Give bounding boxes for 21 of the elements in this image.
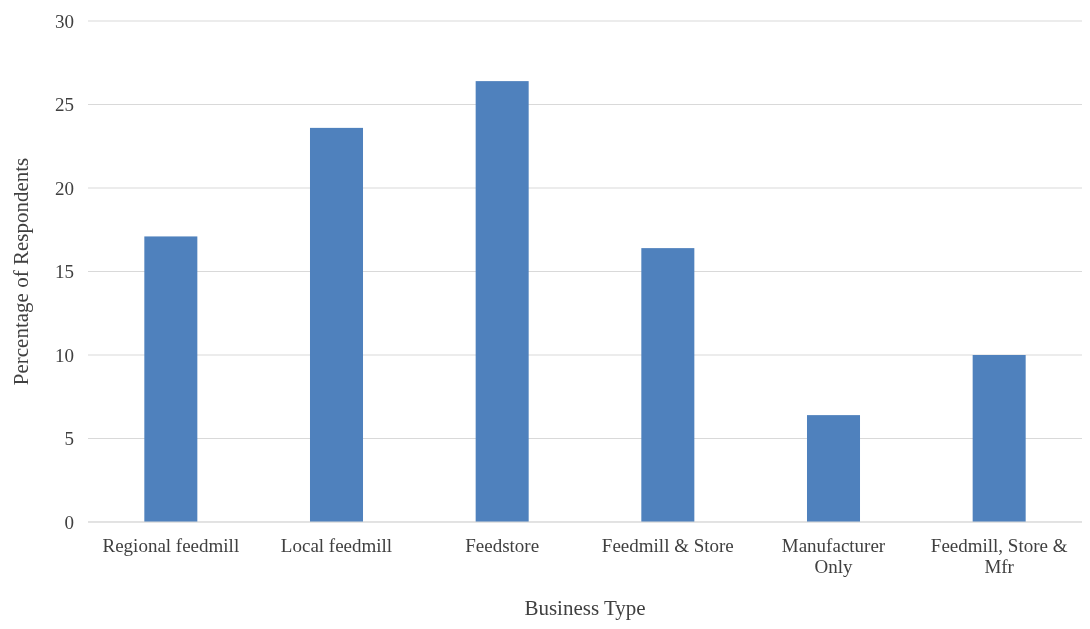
x-tick-label: Feedmill, Store & Mfr xyxy=(930,535,1068,577)
bar xyxy=(144,236,198,522)
x-tick-label: Regional feedmill xyxy=(102,535,240,556)
y-tick-label: 20 xyxy=(55,177,74,199)
y-axis-title: Percentage of Respondents xyxy=(9,157,33,386)
bar xyxy=(972,355,1026,522)
x-tick-label: Feedmill & Store xyxy=(601,535,734,556)
y-tick-label: 15 xyxy=(55,261,74,283)
x-tick-label: Feedstore xyxy=(465,535,540,556)
x-tick-label: Local feedmill xyxy=(280,535,393,556)
y-tick-label: 10 xyxy=(55,344,74,366)
y-tick-label: 30 xyxy=(55,10,74,32)
x-tick-label: Manufacturer Only xyxy=(781,535,886,577)
bar xyxy=(641,248,695,522)
bar xyxy=(475,81,529,522)
x-axis-title: Business Type xyxy=(524,596,646,620)
y-tick-label: 25 xyxy=(55,94,74,116)
bar xyxy=(309,127,364,522)
y-tick-label: 5 xyxy=(64,428,74,450)
bar xyxy=(806,415,861,522)
y-tick-label: 0 xyxy=(64,511,74,533)
